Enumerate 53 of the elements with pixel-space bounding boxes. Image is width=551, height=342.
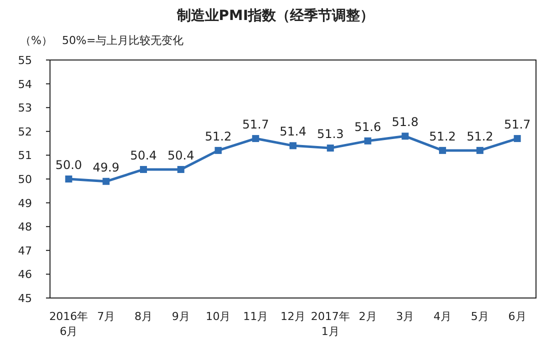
y-tick-label: 51: [18, 149, 32, 162]
x-tick-label: 2016年 6月: [49, 310, 88, 338]
data-label: 51.4: [280, 124, 306, 139]
data-label: 51.7: [504, 118, 531, 132]
point: [102, 178, 110, 185]
data-label: 51.7: [242, 118, 269, 132]
y-tick-label: 53: [18, 102, 32, 115]
point: [514, 135, 521, 142]
point: [364, 137, 372, 144]
point: [140, 166, 147, 173]
point: [476, 146, 484, 154]
x-tick-label: 2017年 1月: [310, 310, 350, 338]
text: 50%=与上月比较无变化: [62, 34, 184, 47]
data-label: 51.2: [429, 129, 456, 144]
point: [214, 146, 222, 154]
data-label: 50.4: [130, 148, 157, 162]
x-tick-label: 9月: [172, 310, 190, 323]
point: [402, 132, 409, 140]
y-tick-label: 46: [18, 268, 32, 282]
point: [290, 142, 296, 150]
data-label: 50.4: [167, 148, 194, 162]
y-tick-label: 45: [18, 292, 32, 305]
x-tick-label: 8月: [134, 310, 152, 323]
x-tick-label: 5月: [470, 310, 489, 323]
point: [326, 144, 334, 152]
y-tick-label: 55: [18, 54, 32, 67]
y-axis-title: （%）: [20, 34, 52, 47]
point: [252, 135, 260, 142]
data-label: 51.8: [392, 115, 419, 130]
data-label: 49.9: [92, 160, 120, 174]
point: [177, 166, 184, 173]
x-tick-label: 10月: [206, 310, 231, 323]
y-tick-label: 47: [18, 244, 32, 258]
x-tick-label: 7月: [97, 310, 116, 323]
chart-title: 制造业PMI指数（经季节调整）: [176, 7, 374, 24]
x-tick-label: 12月: [280, 310, 306, 323]
y-tick-label: 49: [18, 196, 32, 210]
data-label: 51.6: [354, 120, 382, 134]
data-label: 51.2: [204, 129, 232, 144]
point: [65, 176, 72, 182]
data-label: 51.3: [317, 127, 344, 142]
data-label: 51.2: [466, 129, 494, 144]
y-tick-label: 54: [18, 78, 32, 91]
x-tick-label: 4月: [434, 310, 452, 323]
y-tick-label: 52: [18, 125, 32, 138]
x-tick-label: 3月: [396, 310, 414, 323]
data-label: 50.0: [55, 158, 82, 172]
x-tick-label: 11月: [243, 310, 268, 323]
x-tick-label: 2月: [358, 310, 377, 323]
y-tick-label: 50: [18, 173, 32, 186]
point: [439, 146, 446, 154]
y-tick-label: 48: [18, 220, 32, 234]
x-tick-label: 6月: [508, 310, 526, 323]
